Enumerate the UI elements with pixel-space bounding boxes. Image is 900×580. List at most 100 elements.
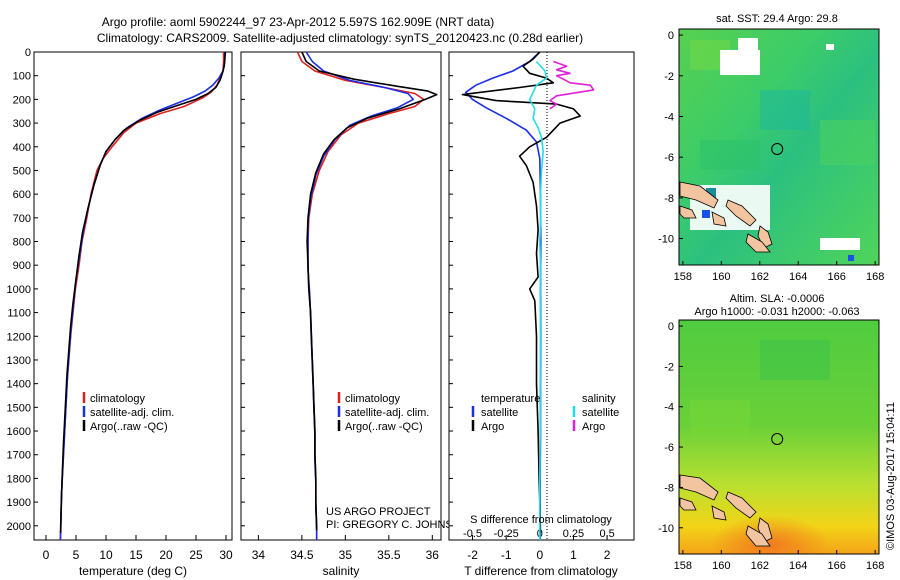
series-argo: [301, 52, 438, 531]
difference-axes-frame: [448, 51, 635, 541]
sst-patch: [760, 90, 810, 130]
depth-tick-label: 200: [13, 94, 31, 106]
sst-map-axes: 158 160 162 164 166 168 0 -2 -4 -6 -8 -10: [658, 30, 884, 283]
map-y-tick-label: -10: [658, 523, 674, 535]
map-y-tick-label: 0: [668, 30, 674, 42]
legend-climatology: climatology: [90, 393, 146, 405]
map-y-tick-label: -2: [664, 361, 674, 373]
series-argo: [59, 52, 227, 533]
sst-land: [679, 181, 773, 253]
depth-tick-label: 0: [25, 47, 31, 59]
salinity-legend: climatology satellite-adj. clim. Argo(..…: [337, 392, 429, 433]
legend-temperature-heading: temperature: [481, 393, 540, 405]
depth-tick-label: 100: [13, 71, 31, 83]
legend-satellite: satellite-adj. clim.: [90, 407, 174, 419]
sst-missing-data: [826, 44, 834, 50]
sst-patch: [848, 255, 854, 261]
map-y-tick-label: -2: [664, 71, 674, 83]
sst-field: [679, 29, 879, 265]
x-tick-label: 20: [159, 548, 173, 562]
x-tick-label: 36: [426, 548, 440, 562]
imos-watermark: ©IMOS 03-Aug-2017 15:04:11: [885, 402, 897, 550]
salinity-lines: [296, 52, 438, 540]
x-tick-label: 25: [189, 548, 203, 562]
sst-missing-data: [720, 50, 760, 75]
depth-tick-label: 1800: [7, 473, 31, 485]
depth-tick-label: 1000: [7, 284, 31, 296]
s-tick-label: -0.25: [494, 528, 519, 540]
map-y-tick-label: -8: [664, 482, 674, 494]
s-tick-label: 0.25: [563, 528, 584, 540]
project-line-1: US ARGO PROJECT: [326, 506, 431, 518]
map-y-tick-label: 0: [668, 321, 674, 333]
title-line-2: Climatology: CARS2009. Satellite-adjuste…: [97, 31, 583, 45]
series-s-argo: [549, 60, 595, 110]
map-x-tick-label: 166: [828, 271, 846, 283]
x-tick-label: 10: [99, 548, 113, 562]
sst-patch: [820, 120, 875, 165]
map-y-tick-label: -10: [658, 234, 674, 246]
x-tick-label: 2: [604, 548, 611, 562]
x-tick-label: 1: [570, 548, 577, 562]
x-tick-label: 34.5: [290, 548, 314, 562]
salinity-axes-frame: [240, 51, 442, 541]
map-x-tick-label: 168: [866, 271, 884, 283]
map-y-tick-label: -6: [664, 152, 674, 164]
x-tick-label: 15: [129, 548, 143, 562]
sst-missing-data: [820, 238, 860, 250]
depth-tick-label: 600: [13, 189, 31, 201]
depth-tick-label: 900: [13, 260, 31, 272]
sla-map-subtitle: Argo h1000: -0.031 h2000: -0.063: [694, 306, 859, 318]
depth-tick-label: 1700: [7, 450, 31, 462]
x-tick-label: 35: [339, 548, 353, 562]
title-line-1: Argo profile: aoml 5902244_97 23-Apr-201…: [102, 15, 494, 29]
s-tick-label: -0.5: [463, 528, 482, 540]
legend-t-satellite: satellite: [481, 407, 518, 419]
sla-field: [679, 320, 879, 554]
argo-position-marker: [771, 433, 784, 445]
x-tick-label: -1: [501, 548, 512, 562]
sla-map-title: Altim. SLA: -0.0006: [730, 293, 825, 305]
sla-patch: [690, 400, 750, 440]
x-tick-label: 5: [73, 548, 80, 562]
x-tick-label: 30: [219, 548, 233, 562]
legend-s-argo: Argo: [582, 421, 605, 433]
s-tick-label: 0.5: [599, 528, 614, 540]
legend-argo: Argo(..raw -QC): [90, 421, 168, 433]
salinity-panel: 34 34.5 35 35.5 36 salinity climatology sate…: [240, 51, 469, 578]
sla-map-panel: Altim. SLA: -0.0006 Argo h1000: -0.031 h…: [658, 293, 884, 572]
legend-climatology: climatology: [345, 393, 401, 405]
sst-patch: [702, 210, 710, 218]
difference-legend: temperature satellite Argo salinity sate…: [471, 393, 619, 433]
depth-axis: 0 100 200 300 400 500 600 700 800 900 1000 1100 1200…: [7, 47, 38, 533]
x-tick-label: 0: [43, 548, 50, 562]
depth-tick-label: 1500: [7, 402, 31, 414]
depth-tick-label: 1900: [7, 497, 31, 509]
sst-patch: [700, 140, 760, 170]
sla-map-axes: 158 160 162 164 166 168 0 -2 -4 -6 -8 -10: [658, 321, 884, 572]
sla-map-frame: [678, 319, 880, 555]
map-x-tick-label: 160: [712, 271, 730, 283]
legend-s-satellite: satellite: [582, 407, 619, 419]
depth-tick-label: 800: [13, 237, 31, 249]
legend-t-argo: Argo: [481, 421, 504, 433]
depth-tick-label: 400: [13, 142, 31, 154]
map-x-tick-label: 164: [789, 271, 807, 283]
map-x-tick-label: 162: [751, 271, 769, 283]
temperature-x-label: temperature (deg C): [79, 564, 187, 578]
map-x-tick-label: 166: [828, 560, 846, 572]
map-x-tick-label: 158: [674, 560, 692, 572]
sst-patch: [706, 188, 716, 198]
legend-salinity-heading: salinity: [582, 393, 616, 405]
map-y-tick-label: -6: [664, 442, 674, 454]
map-y-tick-label: -4: [664, 402, 674, 414]
x-tick-label: 34: [252, 548, 266, 562]
argo-position-marker: [771, 143, 784, 155]
map-y-tick-label: -8: [664, 193, 674, 205]
sla-patch: [760, 340, 830, 380]
temperature-legend: climatology satellite-adj. clim. Argo(..…: [82, 392, 174, 433]
sst-map-panel: sat. SST: 29.4 Argo: 29.8: [658, 13, 884, 283]
depth-tick-label: 700: [13, 213, 31, 225]
sla-land: [679, 474, 773, 547]
